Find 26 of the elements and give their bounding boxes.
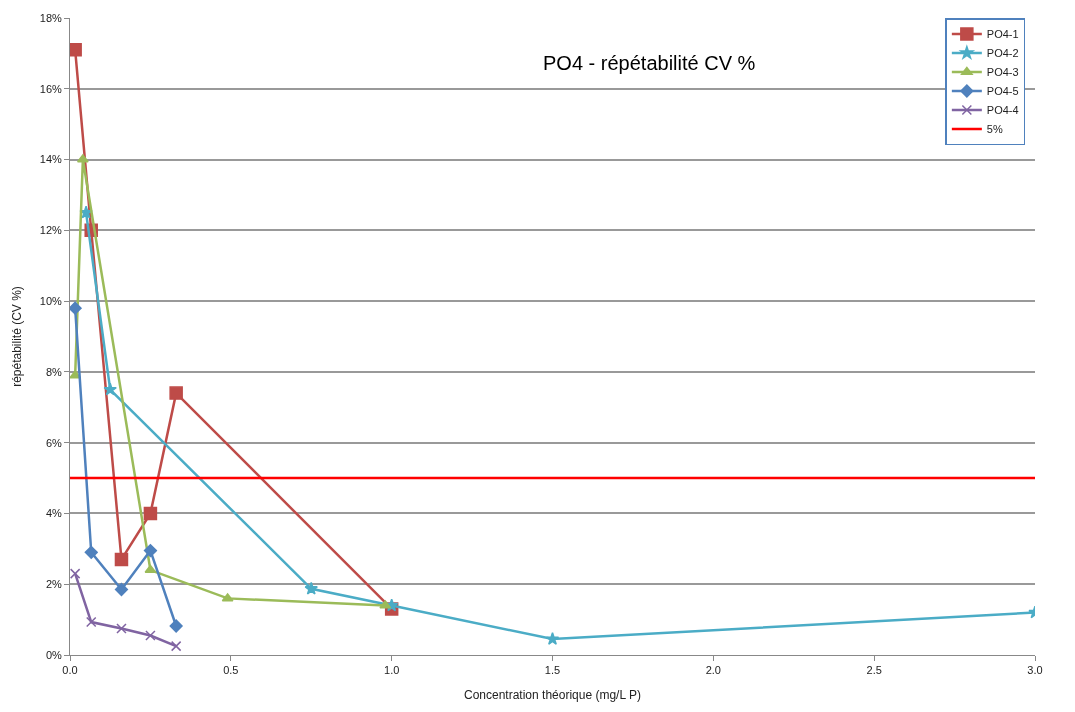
legend-label: PO4-4: [986, 104, 1019, 117]
x-tick-label: 0.5: [223, 664, 239, 677]
y-tick-label: 16%: [39, 82, 62, 95]
x-tick-label: 2.0: [705, 664, 721, 677]
y-tick-label: 18%: [39, 11, 62, 24]
x-tick-label: 2.5: [866, 664, 882, 677]
legend-label: PO4-3: [986, 66, 1019, 79]
legend-label: PO4-1: [986, 28, 1019, 41]
y-tick-label: 12%: [39, 224, 62, 237]
legend-label: PO4-5: [986, 85, 1019, 98]
legend-label: PO4-2: [986, 47, 1019, 60]
y-tick-label: 2%: [45, 578, 63, 591]
x-axis-title: Concentration théorique (mg/L P): [464, 688, 641, 703]
x-tick-label: 1.5: [544, 664, 561, 677]
y-tick-label: 10%: [39, 294, 62, 307]
x-tick-label: 3.0: [1027, 664, 1043, 677]
y-tick-label: 0%: [45, 648, 63, 661]
y-tick-label: 14%: [39, 153, 62, 166]
y-tick-label: 8%: [45, 365, 63, 378]
y-tick-label: 6%: [45, 436, 63, 449]
legend-label: 5%: [986, 123, 1003, 136]
x-tick-label: 1.0: [384, 664, 400, 677]
y-tick-label: 4%: [45, 507, 63, 520]
text: PO4 - répétabilité CV %: [543, 52, 756, 74]
y-axis-title: répétabilité (CV %): [10, 286, 25, 387]
x-tick-label: 0.0: [62, 664, 78, 677]
